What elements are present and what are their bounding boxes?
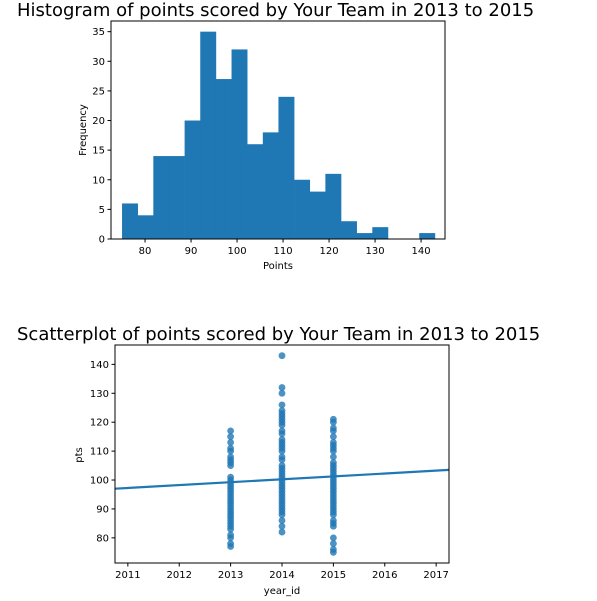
scatter-x-tick-label: 2014 xyxy=(269,570,294,581)
histogram-x-tick-label: 100 xyxy=(228,246,247,257)
histogram-panel: Histogram of points scored by Your Team … xyxy=(17,0,534,272)
scatter-point xyxy=(329,546,337,553)
scatter-point xyxy=(329,415,337,423)
histogram-y-tick-label: 30 xyxy=(92,57,105,68)
scatter-point xyxy=(227,453,235,461)
scatter-point xyxy=(227,540,235,548)
scatter-point xyxy=(329,540,337,548)
scatter-y-tick-label: 80 xyxy=(96,533,109,544)
scatter-point xyxy=(278,389,286,397)
scatter-point xyxy=(227,439,235,446)
scatter-x-tick-label: 2011 xyxy=(115,570,140,581)
histogram-y-tick-label: 15 xyxy=(92,146,105,157)
scatter-y-axis-label: pts xyxy=(74,447,85,462)
histogram-x-tick-label: 90 xyxy=(185,246,198,257)
scatter-y-ticks: 80 90 100 110 120 130 140 xyxy=(90,360,115,544)
scatter-point xyxy=(227,473,235,481)
histogram-bar xyxy=(356,233,373,239)
histogram-bar xyxy=(262,132,279,239)
histogram-bar xyxy=(137,215,154,239)
scatter-point xyxy=(329,439,337,446)
histogram-bar xyxy=(200,31,217,240)
histogram-title: Histogram of points scored by Your Team … xyxy=(17,0,534,21)
scatter-point xyxy=(329,453,337,461)
histogram-bar xyxy=(419,233,436,239)
scatter-point xyxy=(278,522,286,530)
histogram-bar xyxy=(168,156,185,239)
scatter-x-tick-label: 2016 xyxy=(372,570,397,581)
scatter-point xyxy=(278,453,286,461)
scatter-point xyxy=(227,444,235,452)
scatter-y-tick-label: 110 xyxy=(90,447,109,458)
scatter-y-tick-label: 140 xyxy=(90,360,109,371)
scatter-x-tick-label: 2017 xyxy=(423,570,448,581)
histogram-y-tick-label: 35 xyxy=(92,27,105,38)
histogram-bar xyxy=(325,173,342,239)
scatter-x-tick-label: 2012 xyxy=(167,570,192,581)
histogram-bar xyxy=(122,203,138,239)
histogram-x-tick-label: 110 xyxy=(274,246,293,257)
scatter-point xyxy=(329,517,337,524)
histogram-bar xyxy=(278,96,295,240)
scatter-axes-frame xyxy=(114,344,450,564)
scatter-point xyxy=(278,462,286,469)
histogram-y-tick-label: 5 xyxy=(99,205,105,216)
histogram-x-axis-label: Points xyxy=(263,261,293,272)
histogram-bar xyxy=(184,120,201,239)
scatter-point xyxy=(278,427,286,435)
histogram-axes-frame xyxy=(110,20,446,240)
histogram-y-ticks: 0 5 10 15 20 25 30 35 xyxy=(92,27,111,246)
scatter-point xyxy=(278,384,286,391)
regression-line-path xyxy=(114,468,450,490)
histogram-x-tick-label: 80 xyxy=(139,246,152,257)
scatter-point xyxy=(278,407,286,415)
scatter-y-tick-label: 100 xyxy=(90,476,109,487)
histogram-y-tick-label: 20 xyxy=(92,116,105,127)
scatter-point xyxy=(329,534,337,542)
histogram-bars xyxy=(122,31,436,240)
scatter-title: Scatterplot of points scored by Your Tea… xyxy=(17,324,540,345)
scatter-point xyxy=(227,531,235,539)
scatter-x-axis-label: year_id xyxy=(264,586,300,597)
histogram-y-tick-label: 10 xyxy=(92,175,105,186)
scatter-point xyxy=(278,517,286,524)
scatter-x-tick-label: 2015 xyxy=(321,570,346,581)
scatter-point xyxy=(278,401,286,409)
scatter-point xyxy=(329,433,337,441)
histogram-bar xyxy=(309,191,326,239)
histogram-y-tick-label: 0 xyxy=(99,235,105,246)
histogram-y-tick-label: 25 xyxy=(92,86,105,97)
regression-line xyxy=(114,468,450,490)
scatter-point xyxy=(329,424,337,432)
scatter-x-tick-label: 2013 xyxy=(218,570,243,581)
histogram-x-tick-label: 120 xyxy=(320,246,339,257)
scatter-points xyxy=(227,352,337,556)
scatter-point xyxy=(278,352,286,360)
histogram-x-tick-label: 140 xyxy=(412,246,431,257)
histogram-bar xyxy=(294,179,311,239)
scatter-point xyxy=(227,427,235,435)
scatter-point xyxy=(329,459,337,467)
scatter-y-tick-label: 120 xyxy=(90,418,109,429)
scatter-x-ticks: 2011 2012 2013 2014 2015 2016 2017 xyxy=(115,563,449,581)
histogram-bar xyxy=(231,49,248,239)
histogram-bar xyxy=(341,221,357,239)
scatter-y-tick-label: 90 xyxy=(96,504,109,515)
scatter-panel: Scatterplot of points scored by Your Tea… xyxy=(17,324,540,597)
scatter-point xyxy=(278,528,286,536)
histogram-bar xyxy=(153,156,170,239)
scatter-y-tick-label: 130 xyxy=(90,389,109,400)
scatter-point xyxy=(227,433,235,441)
scatter-point xyxy=(278,436,286,443)
histogram-bar xyxy=(372,227,389,239)
histogram-x-tick-label: 130 xyxy=(366,246,385,257)
histogram-y-axis-label: Frequency xyxy=(78,104,89,156)
histogram-x-ticks: 80 90 100 110 120 130 140 xyxy=(139,239,431,257)
histogram-bar xyxy=(215,79,232,239)
histogram-bar xyxy=(247,144,264,239)
